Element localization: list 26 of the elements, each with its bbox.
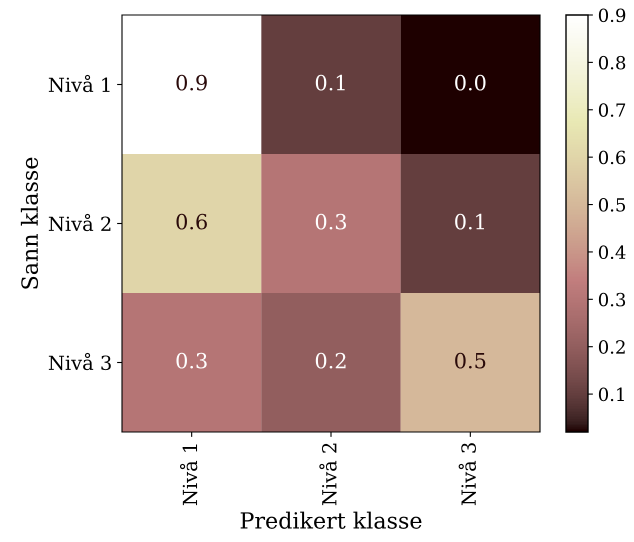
x-tick-label: Nivå 3 (458, 443, 476, 506)
y-tick-label: Nivå 3 (48, 352, 111, 370)
x-axis-title: Predikert klasse (240, 512, 422, 529)
color-bar-label: 0.4 (598, 245, 626, 260)
data-label: 0.3 (316, 214, 346, 230)
color-bar-label: 0.7 (598, 103, 626, 117)
color-bar-label: 0.2 (598, 340, 625, 354)
color-bar-label: 0.5 (598, 198, 626, 212)
color-bar-label: 0.3 (598, 292, 626, 306)
color-bar-label: 0.1 (598, 388, 624, 402)
color-bar-label: 0.6 (598, 150, 626, 164)
data-label: 0.5 (455, 352, 486, 369)
color-bar-label: 0.9 (598, 8, 626, 22)
y-axis-title: Sann klasse (20, 158, 38, 289)
color-bar-label: 0.8 (598, 56, 626, 70)
data-label: 0.2 (316, 352, 346, 369)
x-tick-label: Nivå 2 (319, 444, 337, 506)
y-tick-label: Nivå 1 (48, 74, 110, 92)
data-label: 0.1 (455, 214, 484, 230)
data-label: 0.6 (176, 214, 207, 230)
y-tick-label: Nivå 2 (48, 214, 110, 232)
data-label: 0.1 (316, 74, 345, 91)
x-tick-label: Nivå 1 (180, 444, 198, 506)
data-label: 0.0 (455, 74, 486, 91)
data-label: 0.3 (176, 352, 207, 369)
data-label: 0.9 (176, 74, 207, 91)
